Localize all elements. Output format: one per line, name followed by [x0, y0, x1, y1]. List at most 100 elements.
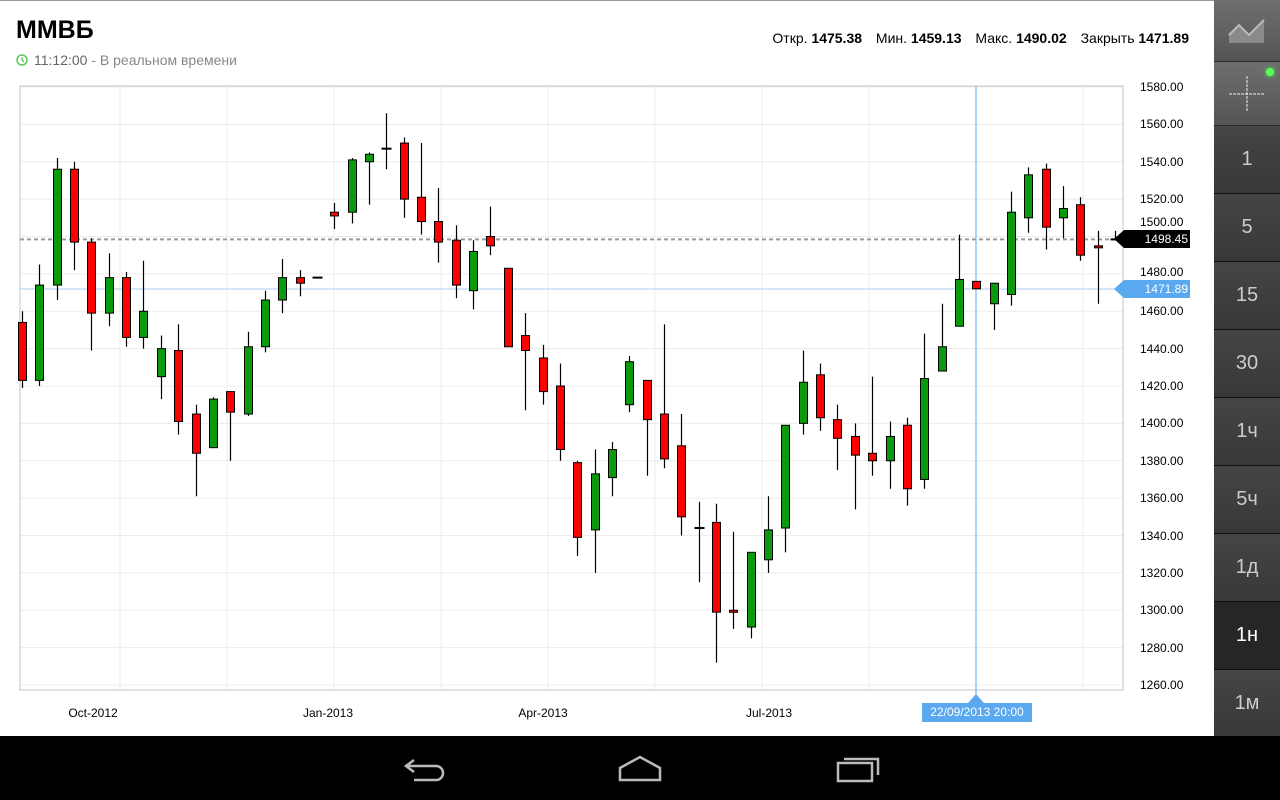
candle-body — [938, 346, 947, 372]
candle-body — [469, 250, 478, 292]
timeframe-button[interactable]: 1ч — [1214, 398, 1280, 466]
candle-body — [35, 284, 44, 381]
candle-body — [677, 445, 686, 518]
candle-body — [278, 277, 287, 301]
candle-body — [452, 239, 461, 286]
home-button[interactable] — [610, 752, 670, 784]
timeframe-button[interactable]: 15 — [1214, 262, 1280, 330]
candle-body — [868, 452, 877, 462]
candle-body — [348, 159, 357, 213]
candle-body — [244, 346, 253, 415]
candle-body — [1042, 168, 1051, 228]
crosshair-price-tag: 1471.89 — [1114, 280, 1190, 299]
y-tick-label: 1280.00 — [1140, 640, 1184, 655]
candle-body — [643, 379, 652, 421]
candle-body — [712, 521, 721, 613]
back-button[interactable] — [394, 752, 454, 784]
candle-body — [157, 348, 166, 378]
crosshair-icon — [1229, 75, 1265, 112]
timeframe-button[interactable]: 1м — [1214, 670, 1280, 738]
candle-body — [799, 381, 808, 424]
timeframe-button[interactable]: 1 — [1214, 126, 1280, 194]
candle-body — [747, 551, 756, 628]
candle-body — [486, 236, 495, 247]
y-tick-label: 1300.00 — [1140, 603, 1184, 618]
candle-body — [1059, 207, 1068, 219]
candlestick-chart[interactable] — [0, 0, 1214, 736]
candle-body — [886, 435, 895, 462]
candle-body — [87, 241, 96, 314]
candle-body — [729, 609, 738, 613]
y-tick-label: 1520.00 — [1140, 192, 1184, 207]
instrument-title: ММВБ — [16, 16, 94, 44]
recents-button[interactable] — [828, 752, 888, 784]
candle-body — [903, 424, 912, 490]
y-tick-label: 1540.00 — [1140, 154, 1184, 169]
candle-body — [139, 310, 148, 338]
crosshair-button[interactable] — [1214, 62, 1280, 126]
top-divider — [0, 0, 1214, 1]
y-tick-label: 1380.00 — [1140, 453, 1184, 468]
candle-body — [1024, 174, 1033, 219]
y-tick-label: 1400.00 — [1140, 416, 1184, 431]
area-chart-icon — [1228, 18, 1265, 43]
timeframe-button[interactable]: 5ч — [1214, 466, 1280, 534]
candle-body — [608, 449, 617, 479]
x-tick-label: Jul-2013 — [745, 706, 793, 720]
candle-body — [573, 462, 582, 538]
candle-body — [1007, 211, 1016, 295]
close-value: 1471.89 — [1138, 30, 1189, 46]
candle-body — [851, 435, 860, 456]
candle-body — [18, 321, 27, 381]
candle-body — [226, 391, 235, 413]
candle-body — [781, 424, 790, 529]
candle-body — [591, 473, 600, 531]
candle-body — [955, 278, 964, 327]
back-icon — [403, 759, 445, 782]
candle-body — [70, 168, 79, 243]
candle-body — [296, 277, 305, 284]
y-tick-label: 1500.00 — [1140, 215, 1184, 230]
candle-body — [556, 385, 565, 451]
y-tick-label: 1320.00 — [1140, 565, 1184, 580]
candle-body — [434, 221, 443, 243]
chart-type-button[interactable] — [1214, 0, 1280, 62]
home-icon — [618, 755, 662, 782]
close-label: Закрыть — [1080, 30, 1135, 46]
x-tick-label: Apr-2013 — [518, 706, 568, 720]
y-tick-label: 1360.00 — [1140, 491, 1184, 506]
y-tick-label: 1420.00 — [1140, 379, 1184, 393]
open-label: Откр. — [772, 30, 808, 46]
y-tick-label: 1260.00 — [1140, 678, 1184, 692]
timeframe-button[interactable]: 5 — [1214, 194, 1280, 262]
realtime-status: - В реальном времени — [87, 52, 237, 68]
y-tick-label: 1560.00 — [1140, 117, 1184, 132]
candle-body — [417, 196, 426, 223]
open-value: 1475.38 — [811, 30, 863, 46]
candle-body — [174, 349, 183, 423]
candle-body — [192, 413, 201, 454]
crosshair-date-tag: 22/09/2013 20:00 — [922, 694, 1032, 722]
min-value: 1459.13 — [910, 30, 962, 46]
candle-body — [330, 211, 339, 217]
ohlc-summary: Откр. 1475.38 Мин. 1459.13 Макс. 1490.02… — [772, 30, 1189, 46]
candle-body — [261, 299, 270, 348]
timeframe-button[interactable]: 1д — [1214, 534, 1280, 602]
active-indicator-icon — [1266, 68, 1274, 76]
candle-body — [209, 398, 218, 449]
timeframe-button[interactable]: 1н — [1214, 602, 1280, 670]
min-label: Мин. — [875, 30, 908, 46]
candle-body — [105, 277, 114, 314]
timeframe-button[interactable]: 30 — [1214, 330, 1280, 398]
candle-body — [521, 335, 530, 351]
candle-body — [972, 280, 981, 290]
candle-body — [1094, 245, 1103, 249]
recents-icon — [836, 757, 880, 783]
candle-body — [660, 413, 669, 460]
candle-body — [920, 378, 929, 480]
max-label: Макс. — [975, 30, 1013, 46]
candle-body — [1076, 204, 1085, 256]
candle-body — [504, 267, 513, 348]
candle-body — [122, 277, 131, 338]
candle-body — [833, 419, 842, 439]
